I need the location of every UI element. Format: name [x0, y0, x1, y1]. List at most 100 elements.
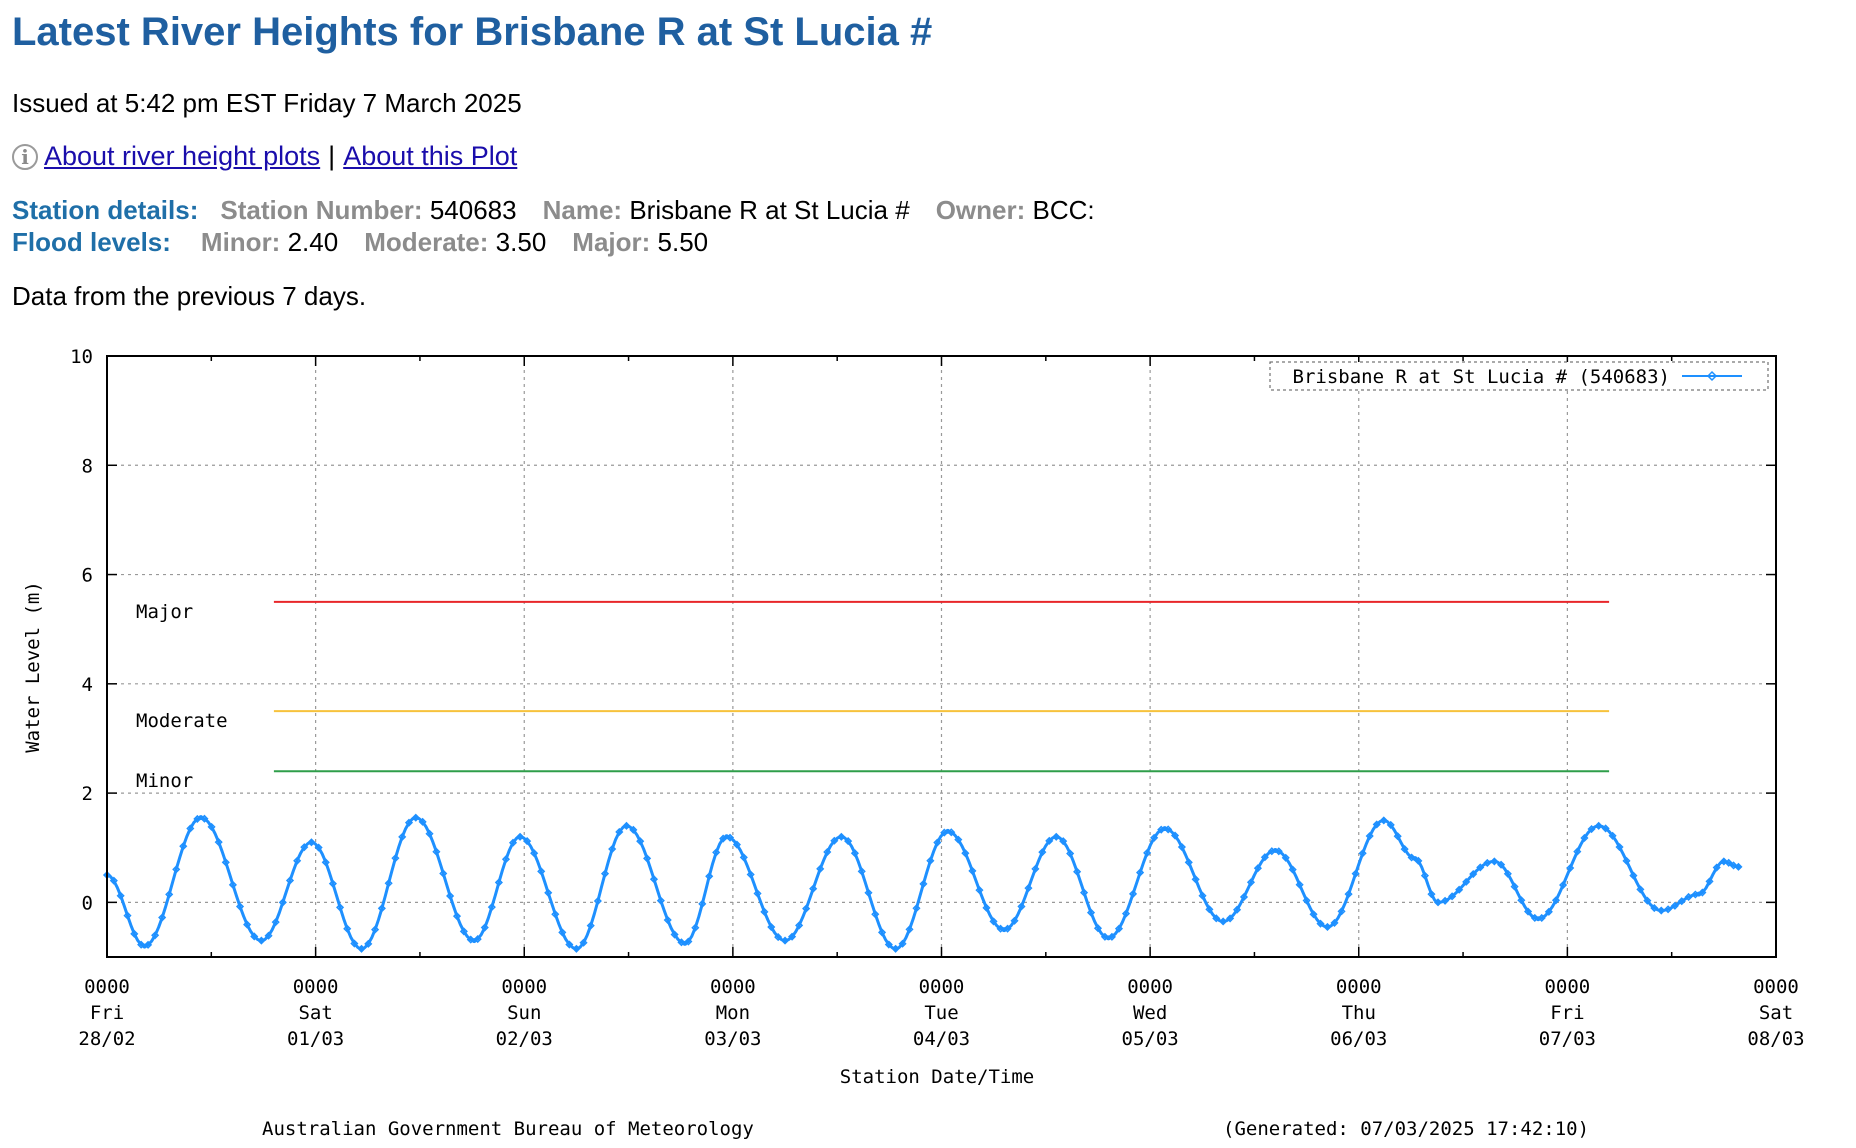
data-point [1386, 820, 1395, 829]
data-point [1358, 849, 1367, 858]
x-tick-label: Tue [924, 1002, 958, 1024]
data-point [1483, 858, 1492, 868]
legend: Brisbane R at St Lucia # (540683) [1269, 361, 1769, 391]
data-point [1677, 897, 1686, 906]
data-point [629, 825, 638, 834]
data-point [760, 907, 769, 916]
data-point [1337, 907, 1346, 916]
x-axis-ticks: 0000 Fri 28/02 0000 Sat 01/03 0000 Sun 02/03 0000… [78, 976, 1804, 1050]
data-point [643, 854, 652, 863]
data-point [501, 855, 511, 864]
data-point [1601, 824, 1610, 833]
data-point [1344, 890, 1353, 899]
data-point [954, 835, 963, 844]
data-point [838, 834, 844, 840]
data-point [1295, 880, 1304, 889]
x-tick-label: 07/03 [1539, 1028, 1596, 1050]
x-tick-label: 01/03 [287, 1028, 344, 1050]
data-point [200, 814, 209, 823]
data-point [724, 834, 730, 840]
data-point [198, 815, 204, 821]
data-point [1455, 885, 1464, 894]
data-point [774, 933, 783, 942]
data-point [235, 902, 245, 911]
data-point [1281, 853, 1290, 862]
data-point [1497, 860, 1506, 869]
y-axis-ticks: 10 8 6 4 2 0 [70, 346, 1777, 957]
data-point [1650, 903, 1659, 913]
data-point [816, 864, 825, 873]
data-point [425, 829, 434, 838]
data-point [264, 931, 273, 940]
data-point [947, 828, 956, 837]
data-point [663, 915, 672, 925]
data-point [945, 828, 951, 834]
x-tick-label: 03/03 [704, 1028, 761, 1050]
data-point [989, 917, 998, 926]
data-point [1107, 932, 1116, 941]
x-tick-label: 04/03 [913, 1028, 970, 1050]
data-point [933, 838, 942, 847]
data-point [1629, 871, 1638, 880]
data-point [649, 875, 659, 884]
data-point [404, 818, 414, 827]
flood-moderate-label: Moderate: [364, 227, 489, 257]
x-tick-label: Wed [1133, 1002, 1167, 1024]
data-point [1232, 905, 1242, 914]
y-tick-label: 10 [70, 346, 93, 368]
data-point [1643, 896, 1652, 905]
data-point [293, 856, 302, 865]
station-details: Station details: Station Number: 540683 … [12, 194, 1095, 258]
x-tick-label: 0000 [293, 976, 339, 998]
data-point [1191, 875, 1200, 884]
data-point [919, 879, 928, 888]
data-point [844, 837, 853, 846]
data-point [109, 876, 118, 885]
flood-level-label: Minor [136, 770, 193, 792]
data-point [452, 912, 462, 921]
data-point [1170, 831, 1180, 840]
data-point [753, 889, 762, 898]
data-point [926, 856, 935, 865]
data-point [893, 946, 899, 952]
data-point [656, 896, 665, 905]
data-point [1003, 924, 1012, 933]
data-point [725, 833, 735, 842]
data-point [1596, 823, 1602, 829]
data-point [1698, 888, 1707, 897]
data-point [1053, 834, 1059, 840]
data-point [1164, 825, 1173, 834]
data-point [1205, 905, 1214, 914]
data-point [1608, 831, 1617, 840]
series-line [106, 816, 1739, 951]
data-point [1010, 916, 1019, 925]
data-point [1045, 836, 1054, 845]
data-point [823, 847, 832, 857]
data-point [343, 924, 352, 933]
data-point [228, 880, 237, 889]
data-point [712, 848, 721, 857]
data-point [1114, 924, 1124, 933]
data-point [432, 847, 441, 856]
data-point [830, 836, 839, 845]
data-point [1066, 849, 1075, 858]
data-point [600, 869, 610, 878]
data-point [636, 837, 645, 846]
data-point [1150, 833, 1159, 842]
data-point [151, 931, 160, 940]
data-point [1093, 924, 1103, 933]
data-point [1696, 891, 1702, 897]
data-point [670, 930, 679, 939]
station-number-label: Station Number: [220, 195, 423, 225]
data-point [573, 946, 579, 952]
data-point [530, 849, 539, 858]
data-point [1260, 853, 1269, 862]
data-point [1735, 864, 1741, 870]
data-point [795, 921, 804, 930]
data-point [1184, 858, 1193, 867]
about-this-plot-link[interactable]: About this Plot [343, 141, 518, 171]
about-river-height-plots-link[interactable]: About river height plots [44, 141, 321, 171]
data-point [508, 838, 518, 847]
data-point [1001, 927, 1007, 933]
